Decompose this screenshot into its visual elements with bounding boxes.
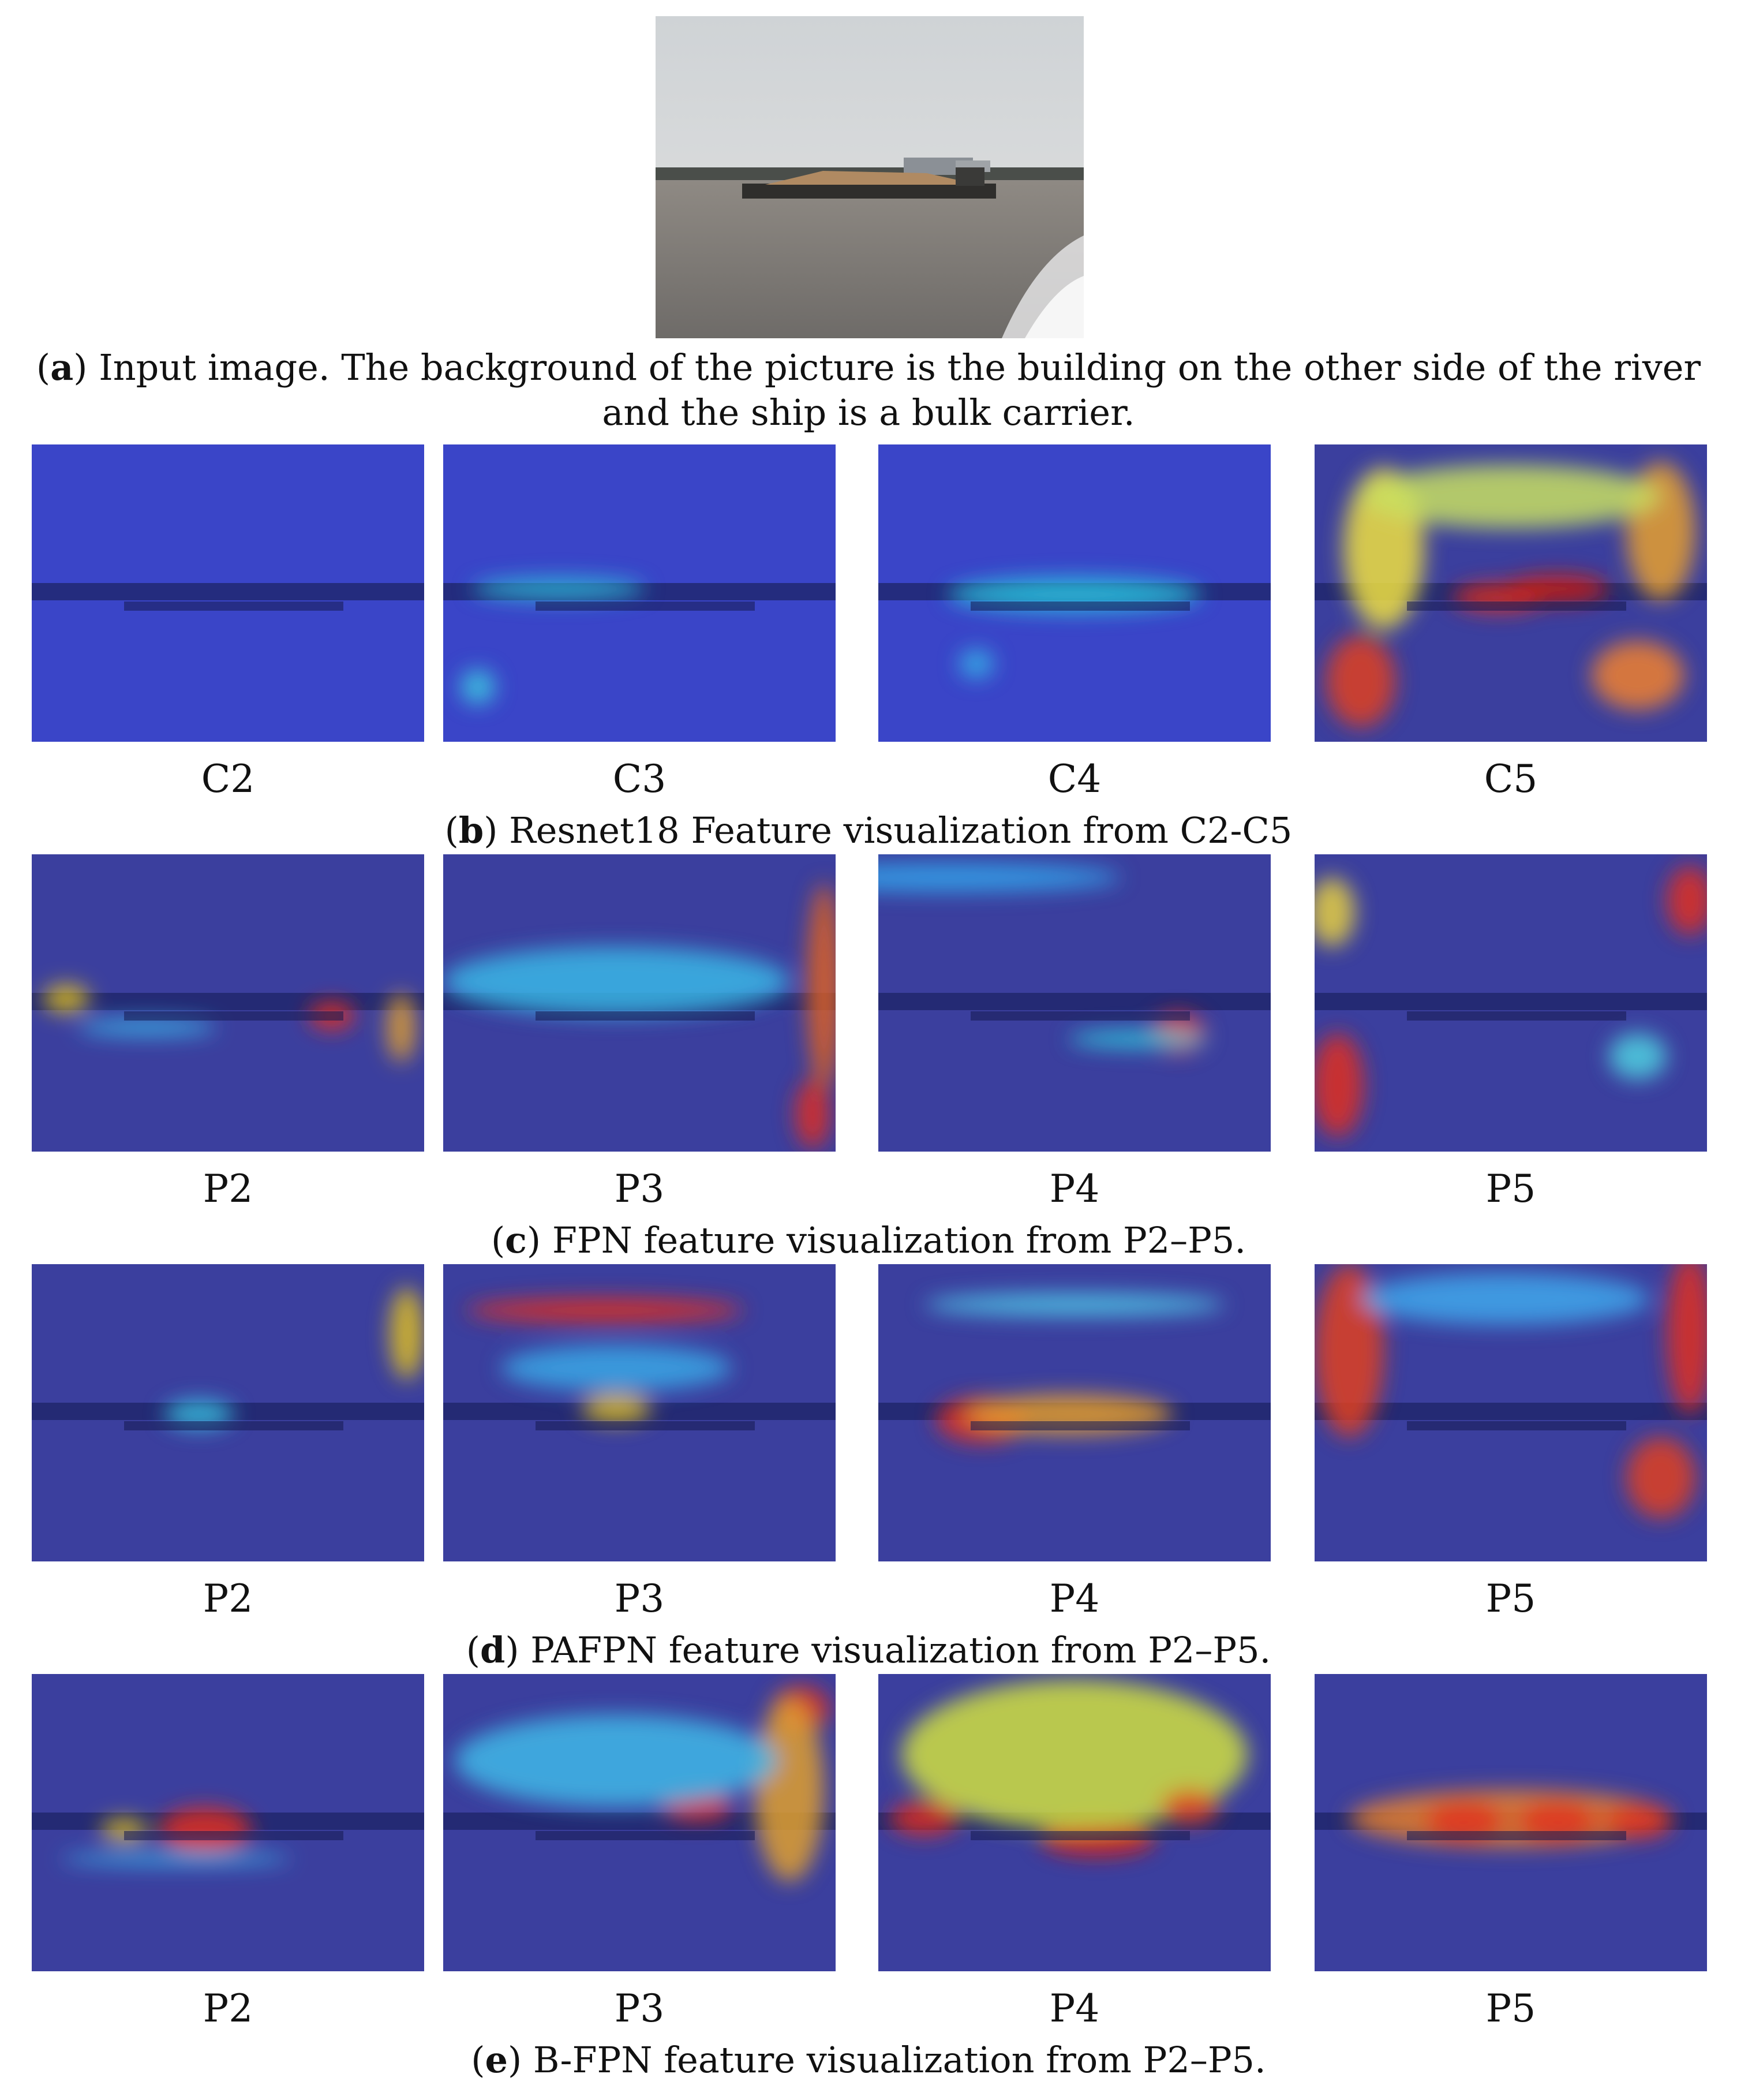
caption-d: (d) PAFPN feature visualization from P2–… (466, 1629, 1271, 1671)
input-image (656, 16, 1084, 338)
caption-letter: b (458, 809, 484, 851)
caption-a: (a) Input image. The background of the p… (36, 346, 1701, 434)
caption-text: Resnet18 Feature visualization from C2-C… (497, 809, 1293, 851)
caption-letter: d (480, 1629, 506, 1671)
feature-map-e-2 (443, 1674, 836, 1971)
feature-map-b-2 (443, 444, 836, 742)
caption-e: (e) B-FPN feature visualization from P2–… (471, 2039, 1266, 2081)
feature-map-c-4 (1315, 854, 1707, 1152)
caption-b: (b) Resnet18 Feature visualization from … (444, 809, 1293, 851)
feature-map-c-1 (32, 854, 424, 1152)
caption-text: FPN feature visualization from P2–P5. (541, 1219, 1246, 1261)
caption-text: PAFPN feature visualization from P2–P5. (519, 1629, 1271, 1671)
panel-label: P3 (614, 1167, 665, 1211)
panel-label: P2 (203, 1576, 253, 1621)
panel-label: P4 (1049, 1167, 1100, 1211)
panel-label: P3 (614, 1986, 665, 2031)
feature-map-c-2 (443, 854, 836, 1152)
caption-text: B-FPN feature visualization from P2–P5. (522, 2039, 1266, 2081)
panel-label: C3 (612, 757, 667, 801)
panel-label: P5 (1485, 1576, 1536, 1621)
feature-map-b-1 (32, 444, 424, 742)
feature-map-e-3 (878, 1674, 1271, 1971)
panel-label: P2 (203, 1167, 253, 1211)
feature-map-c-3 (878, 854, 1271, 1152)
panel-label: P4 (1049, 1986, 1100, 2031)
caption-text: Input image. The background of the pictu… (99, 346, 1701, 434)
panel-label: C5 (1484, 757, 1538, 801)
feature-map-b-4 (1315, 444, 1707, 742)
caption-letter: a (50, 346, 74, 388)
caption-c: (c) FPN feature visualization from P2–P5… (491, 1219, 1246, 1261)
feature-map-e-1 (32, 1674, 424, 1971)
feature-map-b-3 (878, 444, 1271, 742)
caption-letter: c (505, 1219, 527, 1261)
feature-map-d-3 (878, 1264, 1271, 1561)
feature-map-d-1 (32, 1264, 424, 1561)
panel-label: P4 (1049, 1576, 1100, 1621)
caption-letter: e (485, 2039, 508, 2081)
feature-map-e-4 (1315, 1674, 1707, 1971)
panel-label: P5 (1485, 1167, 1536, 1211)
panel-label: C4 (1047, 757, 1102, 801)
feature-map-d-2 (443, 1264, 836, 1561)
panel-label: P5 (1485, 1986, 1536, 2031)
panel-label: P2 (203, 1986, 253, 2031)
panel-label: C2 (201, 757, 255, 801)
feature-map-d-4 (1315, 1264, 1707, 1561)
panel-label: P3 (614, 1576, 665, 1621)
river-photo (656, 16, 1084, 338)
